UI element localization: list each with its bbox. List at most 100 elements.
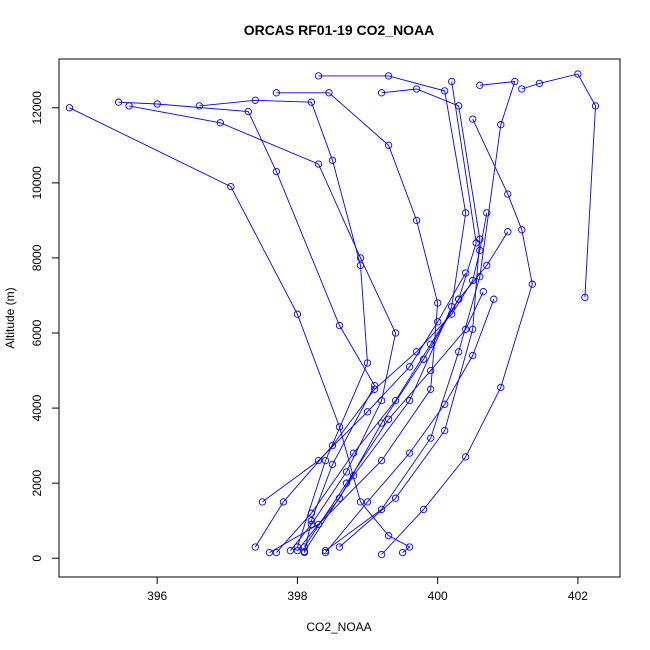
series-line-7 bbox=[339, 88, 481, 548]
data-point bbox=[518, 85, 526, 93]
data-point bbox=[469, 115, 477, 123]
data-point bbox=[427, 434, 435, 442]
data-point bbox=[227, 182, 235, 191]
data-point bbox=[398, 548, 407, 557]
data-point bbox=[476, 81, 484, 89]
y-tick-label: 0 bbox=[30, 555, 44, 562]
series-line-3 bbox=[129, 105, 397, 551]
data-point bbox=[328, 441, 337, 450]
data-point bbox=[391, 329, 400, 337]
data-point bbox=[265, 548, 274, 557]
y-axis: 0 2000 4000 6000 8000 10000 12000 bbox=[30, 91, 59, 562]
data-point bbox=[377, 505, 386, 514]
data-point bbox=[258, 498, 267, 506]
data-point bbox=[504, 228, 512, 236]
data-point bbox=[307, 98, 316, 106]
series-line-14 bbox=[262, 272, 467, 503]
data-point bbox=[412, 216, 421, 225]
y-tick-label: 4000 bbox=[30, 394, 44, 421]
plot-area bbox=[65, 70, 600, 559]
data-point bbox=[342, 479, 351, 487]
data-point bbox=[483, 209, 491, 217]
x-tick-label: 398 bbox=[287, 589, 307, 603]
y-axis-label: Altitude (m) bbox=[3, 287, 17, 348]
data-point bbox=[314, 160, 323, 168]
x-axis: 396 398 400 402 bbox=[147, 577, 588, 603]
data-point bbox=[321, 548, 330, 557]
data-point bbox=[251, 543, 259, 551]
data-point bbox=[441, 426, 449, 435]
data-point bbox=[497, 121, 505, 129]
data-point bbox=[370, 385, 379, 393]
data-point bbox=[335, 321, 344, 330]
data-point bbox=[321, 456, 330, 465]
data-point bbox=[497, 383, 505, 392]
x-tick-label: 396 bbox=[147, 589, 167, 603]
data-point bbox=[293, 310, 302, 318]
y-tick-label: 8000 bbox=[30, 244, 44, 271]
x-axis-label: CO2_NOAA bbox=[306, 620, 371, 634]
data-point bbox=[328, 460, 337, 469]
data-point bbox=[405, 396, 414, 405]
y-tick-label: 6000 bbox=[30, 319, 44, 346]
data-point bbox=[307, 520, 316, 529]
data-point bbox=[427, 366, 435, 375]
data-point bbox=[472, 239, 480, 247]
data-point bbox=[405, 543, 414, 551]
data-point bbox=[419, 505, 428, 514]
series-line-1 bbox=[69, 107, 411, 553]
data-point bbox=[483, 261, 491, 270]
data-point bbox=[335, 543, 344, 551]
data-point bbox=[363, 359, 372, 367]
data-point bbox=[272, 89, 281, 97]
data-point bbox=[307, 509, 316, 517]
data-point bbox=[391, 396, 400, 405]
data-point bbox=[441, 400, 449, 408]
data-point bbox=[581, 293, 589, 302]
data-point bbox=[455, 348, 463, 356]
x-tick-label: 400 bbox=[428, 589, 448, 603]
data-point bbox=[405, 363, 414, 371]
data-point bbox=[511, 77, 519, 86]
y-tick-label: 10000 bbox=[30, 166, 44, 200]
data-point bbox=[279, 498, 288, 506]
plot-frame bbox=[58, 58, 621, 578]
series-line-5 bbox=[269, 92, 439, 553]
data-point bbox=[412, 85, 421, 93]
data-point bbox=[251, 96, 259, 104]
data-point bbox=[335, 423, 344, 431]
data-point bbox=[349, 449, 358, 457]
data-point bbox=[356, 261, 365, 270]
data-point bbox=[384, 532, 393, 540]
series-line-11 bbox=[254, 212, 488, 548]
y-tick-label: 2000 bbox=[30, 469, 44, 496]
data-point bbox=[462, 325, 470, 333]
data-point bbox=[469, 276, 477, 285]
data-point bbox=[65, 104, 74, 112]
data-point bbox=[528, 280, 536, 288]
data-point bbox=[462, 453, 470, 461]
data-point bbox=[377, 89, 386, 97]
data-point bbox=[405, 449, 414, 457]
data-point bbox=[384, 72, 393, 80]
series-line-9 bbox=[521, 73, 596, 298]
data-point bbox=[518, 226, 526, 234]
data-point bbox=[377, 550, 386, 559]
data-point bbox=[462, 269, 470, 277]
data-point bbox=[293, 547, 302, 555]
data-point bbox=[476, 246, 484, 255]
data-point bbox=[363, 408, 372, 416]
data-point bbox=[314, 456, 323, 465]
data-point bbox=[469, 325, 477, 333]
series-line-16 bbox=[325, 299, 495, 553]
x-tick-label: 402 bbox=[568, 589, 588, 603]
data-point bbox=[377, 456, 386, 465]
data-point bbox=[448, 77, 456, 86]
data-point bbox=[419, 355, 428, 363]
data-point bbox=[455, 295, 463, 303]
data-point bbox=[328, 156, 337, 164]
data-point bbox=[272, 167, 281, 176]
chart-title: ORCAS RF01-19 CO2_NOAA bbox=[244, 22, 435, 38]
data-point bbox=[300, 547, 309, 556]
